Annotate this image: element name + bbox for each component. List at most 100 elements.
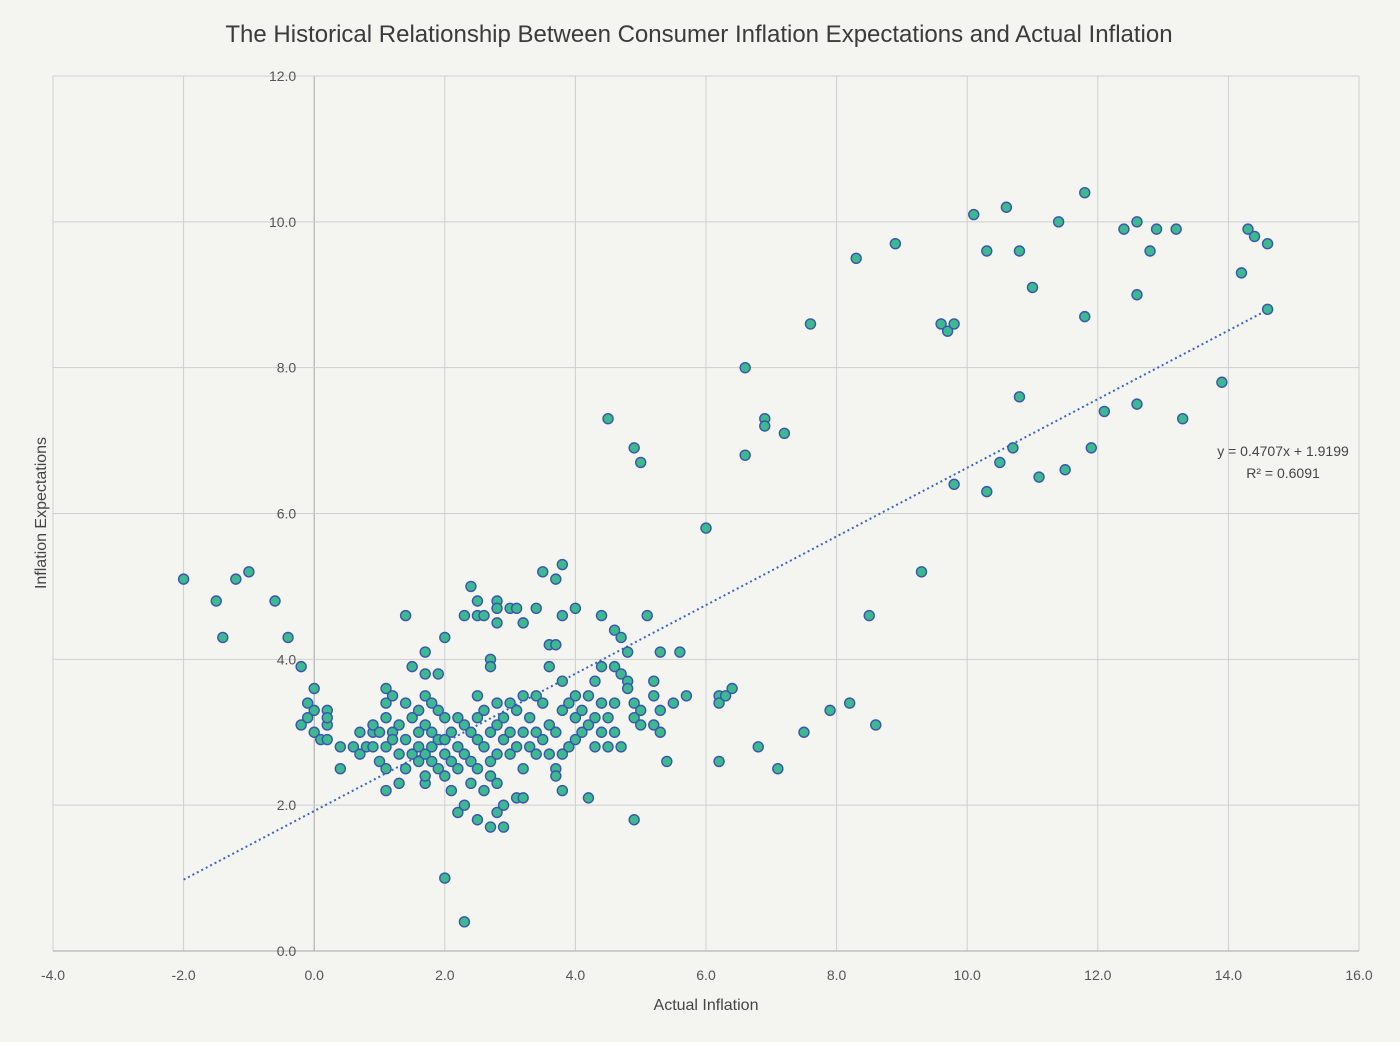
data-point bbox=[1131, 289, 1143, 301]
data-point bbox=[1248, 230, 1261, 243]
data-point bbox=[1261, 238, 1274, 250]
data-point bbox=[523, 711, 536, 724]
data-point bbox=[491, 806, 503, 819]
data-point bbox=[399, 763, 412, 775]
data-point bbox=[595, 609, 608, 622]
data-point bbox=[354, 726, 366, 738]
data-point bbox=[419, 668, 431, 680]
data-point bbox=[1098, 405, 1111, 418]
data-point bbox=[386, 733, 399, 746]
data-point bbox=[1085, 442, 1097, 454]
data-point bbox=[406, 748, 418, 760]
data-point bbox=[550, 726, 562, 738]
data-point bbox=[759, 420, 771, 432]
data-point bbox=[602, 741, 614, 753]
data-point bbox=[347, 741, 360, 753]
data-point bbox=[295, 719, 307, 731]
data-point bbox=[243, 566, 255, 578]
data-point bbox=[948, 318, 960, 330]
data-point bbox=[543, 719, 555, 731]
data-point bbox=[863, 609, 875, 622]
data-point bbox=[635, 719, 647, 731]
data-point bbox=[602, 413, 614, 425]
data-point bbox=[393, 748, 405, 760]
data-point bbox=[843, 697, 856, 709]
x-tick-label: 14.0 bbox=[1215, 967, 1242, 983]
data-point bbox=[713, 697, 725, 709]
data-point bbox=[1170, 223, 1182, 235]
data-point bbox=[615, 631, 627, 644]
data-point bbox=[537, 566, 549, 578]
data-point bbox=[981, 485, 993, 498]
data-point bbox=[484, 770, 497, 782]
data-point bbox=[426, 741, 438, 753]
data-point bbox=[393, 777, 405, 789]
data-point bbox=[1242, 223, 1254, 235]
data-point bbox=[713, 755, 725, 768]
data-point bbox=[804, 318, 817, 330]
data-point bbox=[380, 741, 392, 753]
data-point bbox=[667, 697, 680, 709]
data-point bbox=[635, 704, 647, 717]
data-point bbox=[517, 763, 529, 775]
data-point bbox=[700, 522, 712, 534]
data-point bbox=[589, 741, 601, 753]
data-point bbox=[1079, 310, 1091, 323]
data-point bbox=[615, 668, 627, 680]
data-point bbox=[282, 631, 294, 644]
data-point bbox=[230, 573, 242, 585]
data-point bbox=[550, 639, 562, 651]
data-point bbox=[484, 726, 497, 738]
data-point bbox=[537, 733, 549, 746]
data-point bbox=[608, 660, 621, 673]
data-point bbox=[1033, 471, 1045, 483]
data-point bbox=[399, 733, 412, 746]
trendline-r-squared: R² = 0.6091 bbox=[1246, 465, 1320, 481]
data-point bbox=[406, 660, 418, 673]
data-point bbox=[419, 690, 431, 702]
data-point bbox=[491, 697, 503, 709]
data-point bbox=[556, 609, 569, 622]
data-point bbox=[491, 617, 503, 629]
x-tick-label: 8.0 bbox=[827, 967, 847, 983]
trendline bbox=[183, 309, 1269, 881]
data-point bbox=[465, 726, 477, 738]
data-point bbox=[334, 763, 347, 775]
data-point bbox=[445, 784, 458, 797]
data-point bbox=[1000, 201, 1013, 213]
data-point bbox=[1007, 442, 1019, 454]
data-point bbox=[719, 690, 732, 702]
data-point bbox=[628, 442, 640, 454]
data-point bbox=[648, 719, 660, 731]
data-point bbox=[452, 741, 464, 753]
data-point bbox=[478, 784, 490, 797]
data-point bbox=[210, 595, 222, 607]
x-tick-label: 0.0 bbox=[304, 967, 324, 983]
data-point bbox=[654, 646, 666, 658]
tick-labels: -4.0 -2.0 0.0 2.0 4.0 6.0 8.0 10.0 12.0 14.0 16.0 0… bbox=[41, 68, 1373, 983]
trendline-layer bbox=[183, 309, 1269, 881]
y-tick-label: 10.0 bbox=[269, 214, 296, 230]
data-point bbox=[576, 704, 588, 717]
data-point bbox=[674, 646, 686, 658]
data-point bbox=[432, 668, 444, 680]
data-point bbox=[439, 748, 451, 760]
data-point bbox=[582, 690, 595, 702]
data-point bbox=[510, 602, 523, 614]
data-point bbox=[504, 748, 516, 760]
data-point bbox=[889, 238, 902, 250]
data-point bbox=[1013, 391, 1026, 403]
data-point bbox=[563, 697, 575, 709]
data-point bbox=[648, 690, 660, 702]
data-point bbox=[354, 748, 366, 760]
x-axis-label: Actual Inflation bbox=[654, 997, 759, 1014]
data-point bbox=[850, 252, 862, 264]
data-point bbox=[654, 726, 666, 738]
data-point bbox=[595, 660, 608, 673]
data-point bbox=[563, 741, 575, 753]
data-point bbox=[530, 726, 542, 738]
data-point bbox=[439, 733, 451, 746]
data-point bbox=[393, 719, 405, 731]
data-point bbox=[412, 726, 425, 738]
